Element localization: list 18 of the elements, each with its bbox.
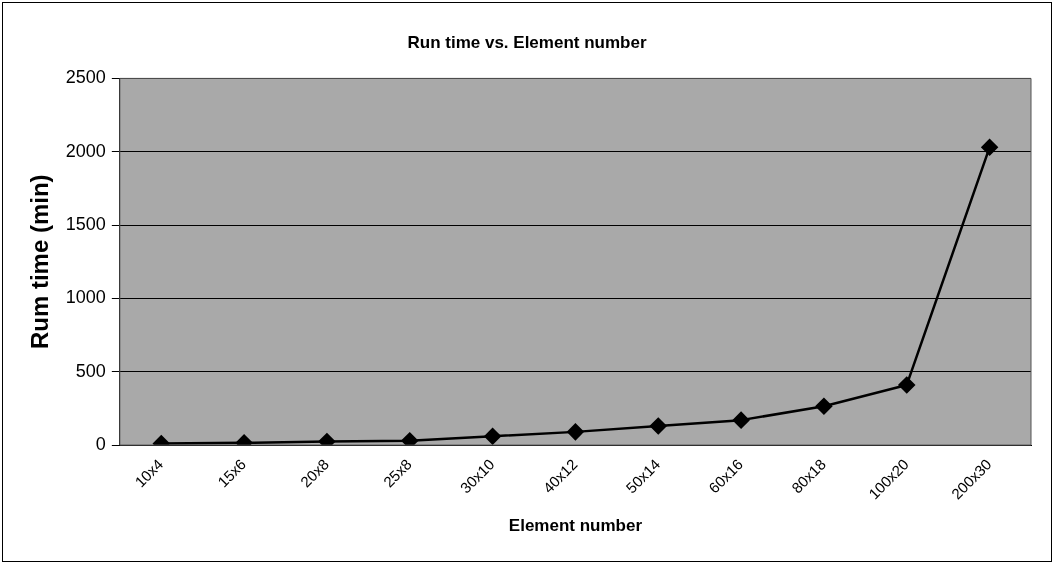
point bbox=[898, 376, 915, 394]
point bbox=[981, 139, 998, 156]
y-tick-label: 1500 bbox=[65, 214, 106, 235]
y-axis-title: Rum time (min) bbox=[26, 174, 54, 350]
chart-title: Run time vs. Element number bbox=[407, 32, 647, 52]
point bbox=[650, 417, 667, 435]
point bbox=[401, 432, 419, 446]
y-tick-label: 2000 bbox=[65, 140, 106, 161]
y-tick-label: 1000 bbox=[65, 287, 106, 308]
y-tick-label: 2500 bbox=[65, 67, 106, 88]
point bbox=[732, 411, 750, 429]
point bbox=[567, 423, 584, 441]
y-tick-label: 0 bbox=[95, 434, 106, 455]
point bbox=[815, 397, 833, 415]
x-axis-title: Element number bbox=[508, 516, 643, 536]
point bbox=[318, 433, 336, 446]
point bbox=[484, 428, 501, 445]
y-tick-label: 500 bbox=[75, 360, 106, 381]
